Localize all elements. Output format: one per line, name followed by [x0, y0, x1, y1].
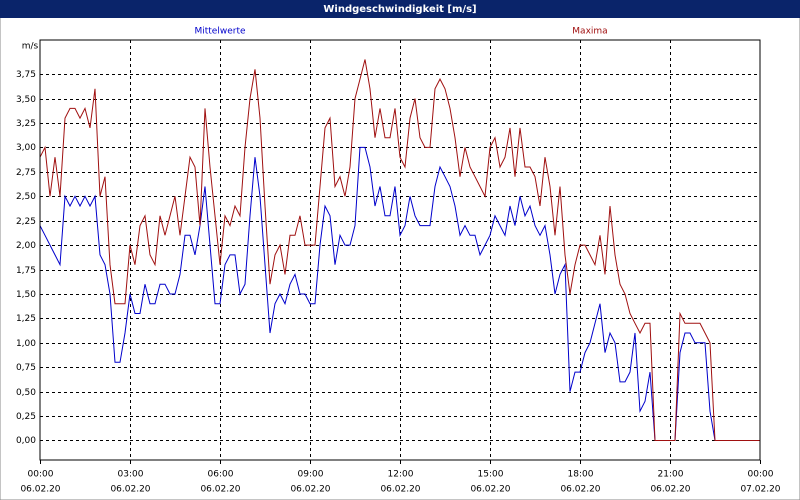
y-tick-label: 1,00 — [16, 339, 36, 349]
y-tick-label: 1,50 — [16, 290, 36, 300]
y-tick-label: 3,75 — [16, 70, 36, 80]
y-tick-label: 0,50 — [16, 388, 36, 398]
x-tick-label: 00:00 — [748, 470, 774, 480]
x-tick-date: 06.02.20 — [650, 485, 690, 495]
legend-entry: Maxima — [572, 27, 607, 37]
series-line — [39, 146, 760, 441]
legend-entry: Mittelwerte — [194, 27, 245, 37]
x-tick-date: 06.02.20 — [20, 485, 60, 495]
y-tick-label: 3,25 — [16, 119, 36, 129]
x-tick-label: 09:00 — [298, 470, 324, 480]
y-unit: m/s — [22, 42, 39, 52]
x-tick-date: 06.02.20 — [380, 485, 420, 495]
x-tick-date: 06.02.20 — [470, 485, 510, 495]
title-bar — [0, 0, 800, 18]
x-tick-label: 12:00 — [388, 470, 414, 480]
x-tick-label: 06:00 — [208, 470, 234, 480]
y-tick-label: 2,25 — [16, 217, 36, 227]
y-tick-label: 1,25 — [16, 314, 36, 324]
chart-title: Windgeschwindigkeit [m/s] — [323, 4, 476, 15]
series-line — [39, 59, 760, 441]
y-tick-label: 1,75 — [16, 266, 36, 276]
x-tick-label: 18:00 — [568, 470, 594, 480]
x-tick-date: 06.02.20 — [110, 485, 150, 495]
y-tick-label: 2,50 — [16, 192, 36, 202]
y-tick-label: 3,00 — [16, 143, 36, 153]
y-tick-label: 0,00 — [16, 436, 36, 446]
x-tick-label: 03:00 — [118, 470, 144, 480]
y-tick-label: 0,25 — [16, 412, 36, 422]
y-tick-label: 2,00 — [16, 241, 36, 251]
x-tick-label: 00:00 — [28, 470, 54, 480]
y-tick-label: 3,50 — [16, 95, 36, 105]
grid — [40, 40, 760, 460]
x-tick-date: 07.02.20 — [740, 485, 780, 495]
x-tick-label: 15:00 — [478, 470, 504, 480]
x-tick-date: 06.02.20 — [560, 485, 600, 495]
y-tick-label: 2,75 — [16, 168, 36, 178]
x-tick-date: 06.02.20 — [290, 485, 330, 495]
lines — [39, 59, 760, 441]
x-tick-label: 21:00 — [658, 470, 684, 480]
x-tick-date: 06.02.20 — [200, 485, 240, 495]
y-tick-label: 0,75 — [16, 363, 36, 373]
